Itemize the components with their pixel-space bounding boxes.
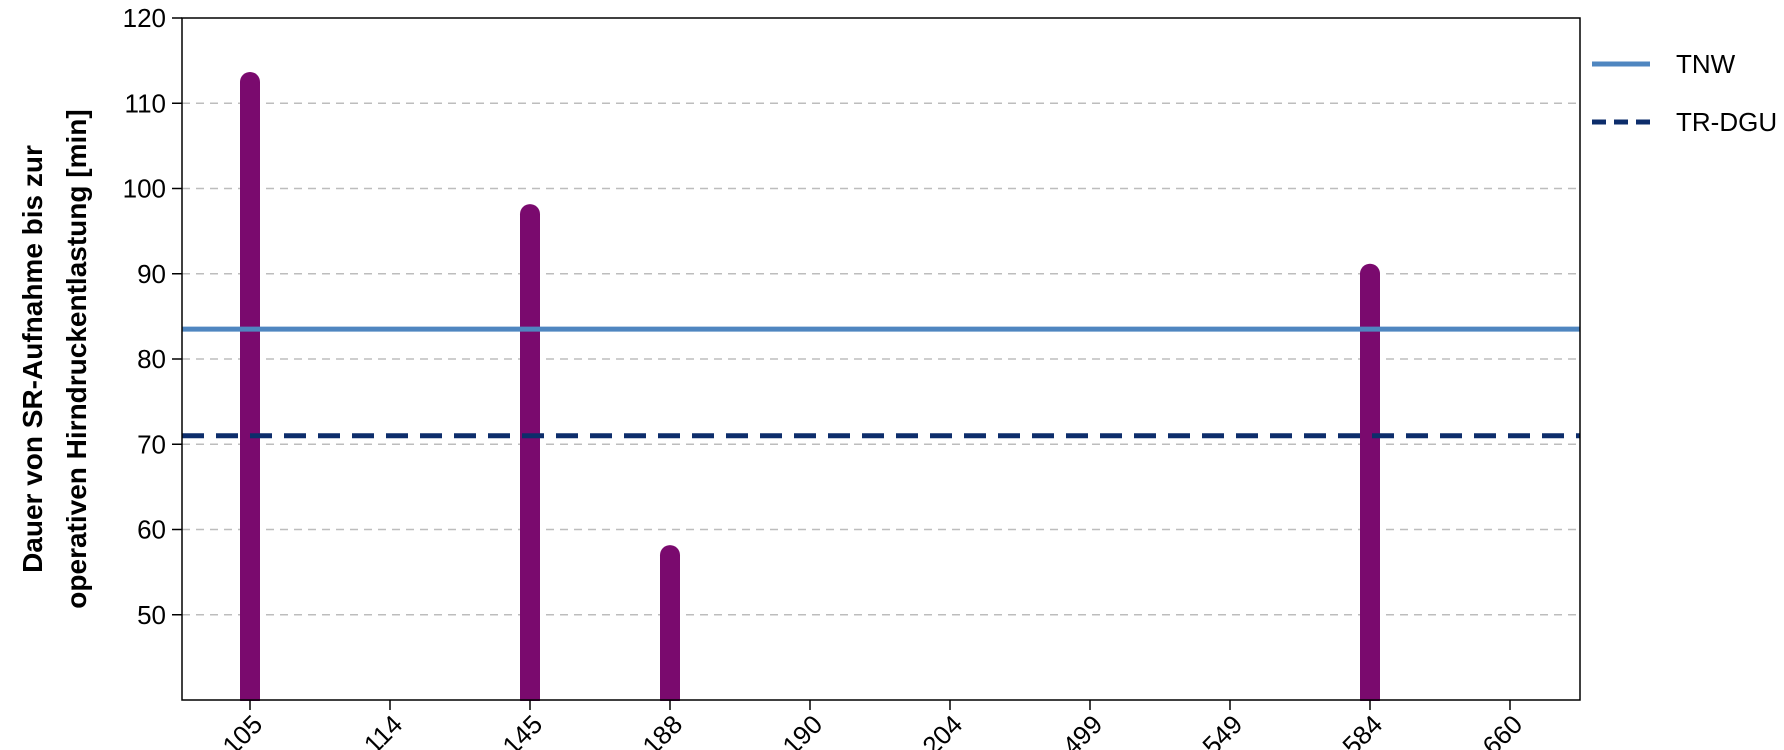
bars [0,71,1784,750]
y-tick-label-70: 70 [137,429,166,459]
legend-label-tr-dgu: TR-DGU [1676,107,1777,137]
legend-label-tnw: TNW [1676,49,1736,79]
y-axis-ticks: 50 60 70 80 90 100 110 120 [123,3,182,630]
baseline-mask [0,701,1784,750]
y-tick-label-120: 120 [123,3,166,33]
grid-lines [182,102,1580,616]
y-axis-title-line-2: operativen Hirndruckentlastung [min] [61,109,92,608]
y-tick-label-60: 60 [137,515,166,545]
y-tick-label-50: 50 [137,600,166,630]
y-tick-label-110: 110 [125,88,166,118]
legend: TNW TR-DGU [1592,49,1777,137]
y-axis-title-line-1: Dauer von SR-Aufnahme bis zur [17,145,48,573]
y-tick-label-80: 80 [137,344,166,374]
reference-lines [182,326,1580,439]
y-tick-label-100: 100 [123,174,166,204]
y-tick-label-90: 90 [137,259,166,289]
